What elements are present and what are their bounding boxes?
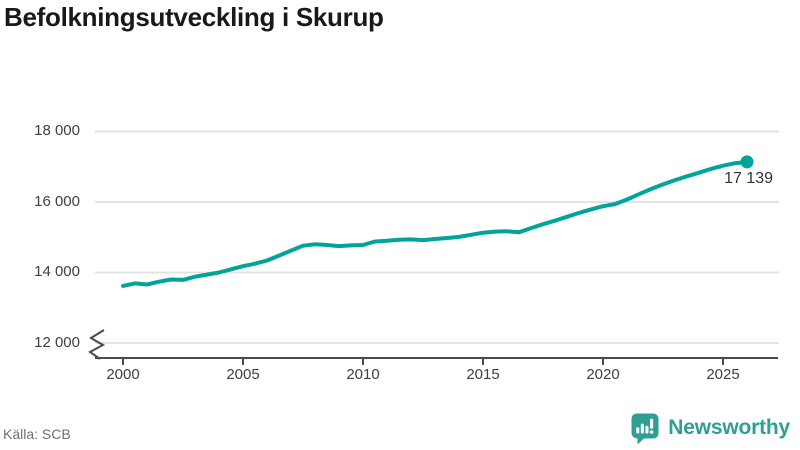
population-series-line <box>121 159 749 288</box>
x-axis-tick-label: 2020 <box>586 366 620 383</box>
newsworthy-wordmark: Newsworthy <box>668 416 790 439</box>
y-axis-tick-label: 14 000 <box>34 263 80 280</box>
page-title: Befolkningsutveckling i Skurup <box>4 2 384 32</box>
y-axis-tick-label: 12 000 <box>34 334 80 351</box>
y-axis-tick-label: 16 000 <box>34 193 80 210</box>
x-axis-tick-label: 2000 <box>106 366 140 383</box>
source-label: Källa: SCB <box>3 426 71 442</box>
y-axis-break-icon <box>88 329 106 360</box>
newsworthy-icon <box>631 413 659 444</box>
y-axis-tick-label: 18 000 <box>34 122 80 139</box>
endpoint-marker <box>740 155 754 169</box>
x-axis-tick-label: 2005 <box>226 366 260 383</box>
x-axis-tick-label: 2015 <box>466 366 500 383</box>
x-axis-tick-label: 2010 <box>346 366 380 383</box>
x-axis-tick-label: 2025 <box>706 366 740 383</box>
endpoint-value-label: 17 139 <box>724 170 773 187</box>
newsworthy-logo: Newsworthy <box>629 411 790 445</box>
